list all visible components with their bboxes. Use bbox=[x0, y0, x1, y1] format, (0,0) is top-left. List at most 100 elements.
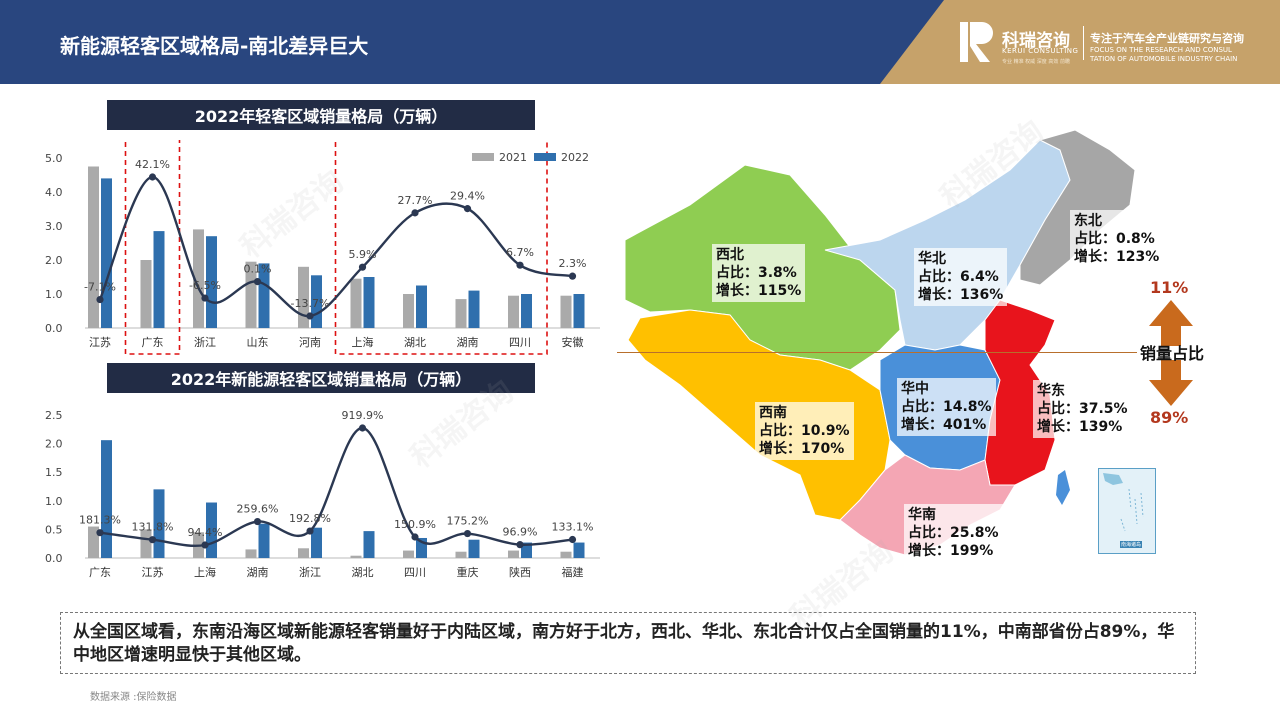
growth-point bbox=[96, 295, 104, 304]
x-tick-label: 广东 bbox=[142, 336, 164, 349]
y-tick-label: 1.5 bbox=[45, 466, 63, 479]
bar-2022 bbox=[311, 527, 322, 558]
inset-map-icon bbox=[1103, 473, 1144, 532]
bar-2021 bbox=[193, 229, 204, 328]
bar-2021 bbox=[245, 549, 257, 558]
brand-name-en: KERUI CONSULTING bbox=[1002, 47, 1079, 55]
brand-subtitle: 专业 精准 权威 深度 高效 前瞻 bbox=[1002, 59, 1070, 65]
bar-2021 bbox=[455, 299, 467, 328]
growth-point bbox=[568, 535, 577, 544]
growth-label: 133.1% bbox=[552, 521, 594, 534]
bar-2021 bbox=[508, 550, 519, 558]
legend-swatch bbox=[472, 153, 494, 161]
bar-2021 bbox=[403, 550, 414, 558]
bar-2022 bbox=[258, 263, 270, 328]
growth-point bbox=[516, 541, 524, 549]
highlight-box bbox=[334, 140, 548, 355]
light-bus-sales-chart: 0.0 1.0 2.0 3.0 4.0 5.0 江苏 广东 浙江 山东 河南 上海 湖北 湖南 四川 安徽 -7… bbox=[45, 140, 600, 355]
growth-point bbox=[253, 278, 262, 286]
bar-2021 bbox=[560, 551, 572, 558]
region-label-huadong: 华东 占比：37.5% 增长：139% bbox=[1033, 380, 1132, 438]
y-tick-label: 3.0 bbox=[45, 220, 63, 233]
bar-2022 bbox=[363, 531, 375, 558]
bar-2021 bbox=[455, 551, 467, 558]
growth-label: 96.9% bbox=[503, 526, 538, 539]
growth-label: 175.2% bbox=[447, 515, 489, 528]
y-tick-label: 0.0 bbox=[45, 552, 63, 565]
brand-slogan-en-line1: FOCUS ON THE RESEARCH AND CONSUL bbox=[1090, 46, 1232, 54]
region-label-xibei: 西北 占比：3.8% 增长：115% bbox=[712, 244, 806, 302]
north-share-value: 11% bbox=[1150, 278, 1189, 297]
y-tick-label: 0.0 bbox=[45, 322, 63, 335]
x-tick-label: 广东 bbox=[89, 566, 111, 579]
y-tick-label: 4.0 bbox=[45, 186, 63, 199]
data-source: 数据来源 :保险数据 bbox=[90, 692, 177, 703]
bar-2022 bbox=[153, 489, 165, 558]
region-label-huazhong: 华中 占比：14.8% 增长：401% bbox=[897, 378, 996, 436]
growth-point bbox=[306, 527, 314, 535]
north-south-divider-line bbox=[617, 352, 1137, 353]
region-label-huabei: 华北 占比：6.4% 增长：136% bbox=[914, 248, 1008, 306]
growth-label: -7.1% bbox=[84, 281, 116, 294]
growth-label: 5.9% bbox=[349, 248, 377, 261]
x-tick-label: 湖南 bbox=[457, 336, 479, 349]
x-tick-label: 上海 bbox=[194, 565, 216, 579]
x-tick-label: 福建 bbox=[562, 565, 584, 579]
growth-label: 94.4% bbox=[188, 526, 223, 539]
legend-swatch bbox=[534, 153, 556, 161]
x-tick-label: 湖北 bbox=[352, 566, 374, 579]
bar-2021 bbox=[350, 555, 362, 558]
growth-point bbox=[516, 261, 524, 269]
south-share-value: 89% bbox=[1150, 408, 1189, 427]
growth-label: 27.7% bbox=[398, 194, 433, 207]
growth-point bbox=[463, 529, 472, 538]
bar-2022 bbox=[573, 542, 585, 558]
growth-label: 2.3% bbox=[559, 257, 587, 270]
header-divider bbox=[1083, 26, 1084, 60]
region-dongbei bbox=[1019, 129, 1136, 286]
bar-2021 bbox=[403, 294, 414, 328]
bar-2022 bbox=[363, 277, 375, 328]
bar-2021 bbox=[560, 295, 572, 328]
inset-label: 南海诸岛 bbox=[1120, 541, 1143, 548]
region-label-dongbei: 东北 占比：0.8% 增长：123% bbox=[1070, 210, 1164, 268]
x-tick-label: 浙江 bbox=[299, 566, 321, 579]
bar-2022 bbox=[101, 440, 112, 558]
growth-point bbox=[148, 173, 157, 181]
growth-label: 42.1% bbox=[135, 158, 170, 171]
growth-point bbox=[306, 312, 314, 320]
x-tick-label: 上海 bbox=[352, 335, 374, 349]
bar-2022 bbox=[468, 539, 480, 558]
header-brand-panel bbox=[880, 0, 1280, 84]
bar-2021 bbox=[88, 166, 99, 328]
growth-label: 0.1% bbox=[244, 263, 272, 276]
y-tick-label: 2.0 bbox=[45, 438, 63, 451]
growth-point bbox=[253, 517, 262, 526]
bar-2021 bbox=[140, 529, 152, 558]
y-tick-label: 5.0 bbox=[45, 152, 63, 165]
bar-2021 bbox=[298, 548, 309, 558]
x-tick-label: 山东 bbox=[247, 336, 269, 349]
growth-point bbox=[148, 536, 157, 544]
bar-2022 bbox=[416, 285, 427, 328]
growth-label: 192.8% bbox=[289, 512, 331, 525]
y-tick-label: 0.5 bbox=[45, 523, 63, 536]
growth-point bbox=[568, 272, 577, 280]
growth-line bbox=[99, 426, 573, 547]
bar-2022 bbox=[521, 294, 532, 328]
highlight-box bbox=[124, 140, 181, 355]
growth-label: 150.9% bbox=[394, 518, 436, 531]
growth-label: 259.6% bbox=[237, 503, 279, 516]
x-tick-label: 江苏 bbox=[142, 566, 164, 579]
bar-2022 bbox=[101, 178, 112, 328]
brand-logo-icon bbox=[960, 22, 993, 62]
x-tick-label: 四川 bbox=[509, 336, 531, 349]
growth-point bbox=[358, 263, 367, 271]
bar-2022 bbox=[416, 537, 427, 558]
brand-slogan-en-line2: TATION OF AUTOMOBILE INDUSTRY CHAIN bbox=[1090, 55, 1238, 63]
bar-2022 bbox=[468, 290, 480, 328]
x-tick-label: 陕西 bbox=[509, 565, 531, 579]
growth-label: 919.9% bbox=[342, 409, 384, 422]
growth-point bbox=[201, 541, 209, 549]
y-tick-label: 2.5 bbox=[45, 409, 63, 422]
